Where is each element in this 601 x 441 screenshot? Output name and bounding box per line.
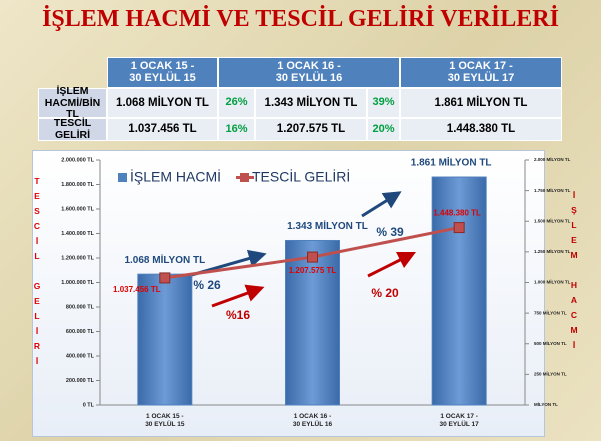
x-tick-label: 1 OCAK 15 - 30 EYLÜL 15: [145, 413, 185, 428]
y2-tick-label: 1.500 MİLYON TL: [534, 217, 571, 223]
annotation: % 20: [371, 286, 399, 300]
y-tick-label: 200.000 TL: [66, 378, 95, 384]
y-tick-label: 1.000.000 TL: [61, 280, 94, 286]
bar-value-label: 1.068 MİLYON TL: [124, 253, 205, 266]
table-header: 1 OCAK 15 - 30 EYLÜL 15: [107, 57, 218, 88]
annotation: %16: [226, 308, 250, 322]
y-axis-title: TESCİL GELİRİ: [32, 176, 42, 371]
bar: [431, 176, 487, 406]
row-label: İŞLEM HACMİ/BİN TL: [38, 86, 107, 119]
table-cell: 1.448.380 TL: [400, 118, 562, 141]
legend-swatch: [118, 173, 127, 182]
y2-tick-label: 1.750 MİLYON TL: [534, 187, 571, 193]
y-tick-label: 1.200.000 TL: [61, 255, 94, 261]
y2-tick-label: MİLYON TL: [534, 401, 558, 407]
arrows: [187, 191, 417, 308]
line-value-label: 1.448.380 TL: [433, 209, 481, 218]
bar: [285, 239, 340, 406]
y2-axis-title: İŞLEM HACMİ: [569, 190, 579, 355]
x-tick-label: 1 OCAK 17 - 30 EYLÜL 17: [439, 413, 479, 428]
arrow: [211, 284, 265, 308]
y-tick-label: 800.000 TL: [66, 304, 95, 310]
table-cell: 1.207.575 TL: [255, 118, 367, 141]
bar-value-label: 1.343 MİLYON TL: [287, 219, 368, 232]
y-tick-label: 400.000 TL: [66, 353, 95, 359]
table-cell: 1.068 MİLYON TL: [107, 88, 218, 118]
table-cell: 1.343 MİLYON TL: [255, 88, 367, 118]
y-tick-label: 1.600.000 TL: [61, 206, 94, 212]
legend-label: İŞLEM HACMİ: [130, 168, 221, 185]
y-tick-label: 0 TL: [83, 402, 95, 408]
legend-swatch: [240, 173, 249, 182]
x-tick-label: 1 OCAK 16 - 30 EYLÜL 16: [292, 413, 333, 428]
row-label: TESCİL GELİRİ: [38, 118, 107, 141]
annotation: % 39: [376, 225, 404, 239]
arrow: [367, 251, 417, 278]
arrow: [361, 191, 402, 218]
table-cell: 1.861 MİLYON TL: [400, 88, 562, 118]
line-value-label: 1.207.575 TL: [289, 266, 337, 275]
annotation: % 26: [193, 278, 221, 292]
y-tick-label: 1.800.000 TL: [61, 182, 94, 188]
table-cell: 16%: [218, 118, 255, 141]
line-marker: [307, 251, 318, 263]
y2-tick-label: 2.000 MİLYON TL: [534, 156, 571, 162]
legend-label: TESCİL GELİRİ: [252, 168, 350, 185]
line-value-label: 1.037.456 TL: [113, 285, 161, 294]
line-marker: [453, 222, 465, 234]
y2-tick-label: 750 MİLYON TL: [534, 309, 567, 315]
line-marker: [159, 272, 171, 284]
table-header: 1 OCAK 17 - 30 EYLÜL 17: [400, 57, 562, 88]
y2-tick-label: 500 MİLYON TL: [534, 340, 567, 346]
bar-value-label: 1.861 MİLYON TL: [411, 156, 492, 169]
y-tick-label: 1.400.000 TL: [61, 231, 94, 237]
y2-tick-label: 1.000 MİLYON TL: [534, 279, 571, 285]
y2-tick-label: 250 MİLYON TL: [534, 371, 567, 377]
table-header: 1 OCAK 16 - 30 EYLÜL 16: [218, 57, 400, 88]
slide-title: İŞLEM HACMİ VE TESCİL GELİRİ VERİLERİ: [42, 6, 559, 32]
y-tick-label: 600.000 TL: [66, 329, 95, 335]
table-cell: 39%: [367, 88, 400, 118]
y-tick-label: 2.000.000 TL: [61, 157, 94, 163]
table-cell: 1.037.456 TL: [107, 118, 218, 141]
table-cell: 26%: [218, 88, 255, 118]
y2-tick-label: 1.250 MİLYON TL: [534, 248, 571, 254]
table-cell: 20%: [367, 118, 400, 141]
